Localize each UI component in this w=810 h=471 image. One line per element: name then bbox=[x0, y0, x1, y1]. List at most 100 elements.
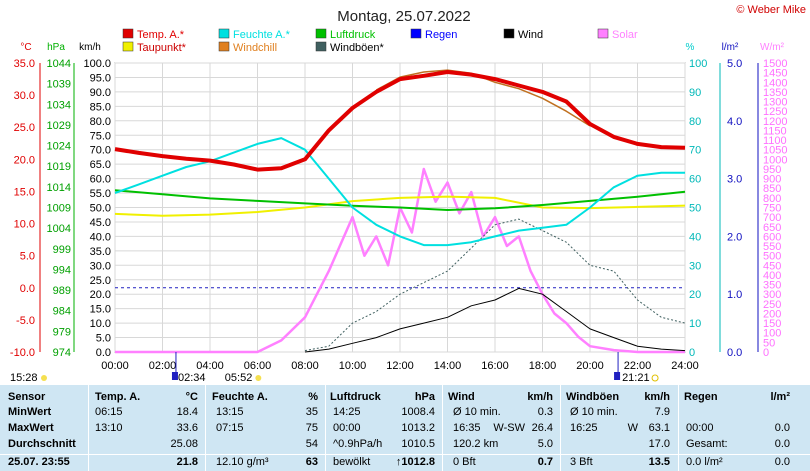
tick-label-wind_kmh: 45.0 bbox=[90, 217, 111, 229]
tick-label-solar_wm2: 200 bbox=[763, 308, 781, 320]
tick-label-solar_wm2: 1050 bbox=[763, 145, 787, 157]
stats-pressure-value: ↑1012.8 bbox=[395, 456, 435, 468]
tick-label-humidity_pct: 50 bbox=[689, 203, 701, 215]
stats-column-separator bbox=[205, 385, 206, 471]
tick-label-humidity_pct: 80 bbox=[689, 116, 701, 128]
stats-wind-value: 0.7 bbox=[537, 456, 553, 468]
tick-label-solar_wm2: 250 bbox=[763, 299, 781, 311]
x-tick-label: 24:00 bbox=[671, 360, 699, 372]
stats-pressure-time: ^0.9hPa/h bbox=[333, 438, 383, 450]
tick-label-pressure_hpa: 1029 bbox=[47, 120, 71, 132]
tick-label-wind_kmh: 25.0 bbox=[90, 275, 111, 287]
tick-label-solar_wm2: 100 bbox=[763, 328, 781, 340]
tick-label-pressure_hpa: 979 bbox=[53, 326, 71, 338]
stats-wind-value: 26.4 bbox=[531, 422, 553, 434]
tick-label-pressure_hpa: 1044 bbox=[47, 58, 71, 70]
stats-pressure-value: 1008.4 bbox=[401, 406, 435, 418]
x-tick-label: 16:00 bbox=[481, 360, 509, 372]
stats-rain-value: 0.0 bbox=[774, 422, 790, 434]
series-line bbox=[304, 218, 686, 352]
tick-label-rain_lm2: 0.0 bbox=[727, 347, 742, 359]
stats-header-temp-unit: °C bbox=[185, 391, 198, 403]
axis-unit-temp_c: °C bbox=[20, 42, 31, 53]
stats-header-wind-unit: km/h bbox=[527, 391, 553, 403]
tick-label-wind_kmh: 60.0 bbox=[90, 174, 111, 186]
stats-row-label: MinWert bbox=[8, 406, 52, 418]
tick-label-humidity_pct: 70 bbox=[689, 145, 701, 157]
x-tick-label: 10:00 bbox=[339, 360, 367, 372]
sunrise-time: 05:52 bbox=[225, 372, 253, 384]
sun-moon-times: 15:28 02:34 05:52 21:21 bbox=[10, 352, 659, 384]
stats-wind-info: 120.2 km bbox=[453, 438, 499, 450]
tick-label-pressure_hpa: 994 bbox=[53, 264, 71, 276]
legend-label: Solar bbox=[612, 29, 638, 41]
series-line bbox=[304, 287, 686, 353]
legend-label: Wind bbox=[518, 29, 543, 41]
tick-label-temp_c: 10.0 bbox=[14, 219, 35, 231]
tick-label-pressure_hpa: 989 bbox=[53, 285, 71, 297]
stats-header-sensor: Sensor bbox=[8, 391, 46, 403]
sun-icon bbox=[41, 375, 47, 381]
tick-label-humidity_pct: 0 bbox=[689, 347, 695, 359]
legend-swatch bbox=[218, 41, 230, 52]
stats-temp-value: 18.4 bbox=[176, 406, 198, 418]
stats-column-separator bbox=[678, 385, 679, 471]
tick-label-solar_wm2: 800 bbox=[763, 193, 781, 205]
stats-gust-value: 7.9 bbox=[654, 406, 670, 418]
tick-label-pressure_hpa: 1034 bbox=[47, 99, 71, 111]
stats-temp-value: 21.8 bbox=[176, 456, 198, 468]
stats-header-pressure: Luftdruck bbox=[330, 391, 381, 403]
tick-label-solar_wm2: 350 bbox=[763, 280, 781, 292]
tick-label-temp_c: 25.0 bbox=[14, 122, 35, 134]
axis-unit-pressure_hpa: hPa bbox=[47, 42, 65, 53]
stats-humidity-time: 13:15 bbox=[216, 406, 244, 418]
tick-label-rain_lm2: 3.0 bbox=[727, 174, 742, 186]
stats-gust-direction: W bbox=[627, 422, 638, 434]
stats-wind-info: Ø 10 min. bbox=[453, 406, 501, 418]
stats-column-separator bbox=[325, 385, 326, 471]
tick-label-solar_wm2: 700 bbox=[763, 212, 781, 224]
stats-temp-value: 25.08 bbox=[170, 438, 198, 450]
stats-gust-info: 3 Bft bbox=[570, 456, 593, 468]
tick-label-solar_wm2: 1400 bbox=[763, 77, 787, 89]
sunset-icon bbox=[651, 374, 659, 382]
stats-gust-value: 13.5 bbox=[648, 456, 670, 468]
tick-label-solar_wm2: 1100 bbox=[763, 135, 787, 147]
tick-label-rain_lm2: 2.0 bbox=[727, 231, 742, 243]
legend-label: Luftdruck bbox=[330, 29, 376, 41]
tick-label-solar_wm2: 1200 bbox=[763, 116, 787, 128]
legend-swatch bbox=[218, 28, 230, 39]
tick-label-humidity_pct: 60 bbox=[689, 174, 701, 186]
tick-label-solar_wm2: 1300 bbox=[763, 97, 787, 109]
tick-label-solar_wm2: 750 bbox=[763, 203, 781, 215]
legend-swatch bbox=[410, 28, 422, 39]
moonset-time: 02:34 bbox=[178, 372, 206, 384]
stats-temp-time: 06:15 bbox=[95, 406, 123, 418]
axis-unit-rain_lm2: l/m² bbox=[722, 42, 739, 53]
stats-pressure-value: 1010.5 bbox=[401, 438, 435, 450]
tick-label-solar_wm2: 650 bbox=[763, 222, 781, 234]
stats-gust-value: 17.0 bbox=[648, 438, 670, 450]
stats-rain-value: 0.0 bbox=[774, 456, 790, 468]
tick-label-wind_kmh: 70.0 bbox=[90, 145, 111, 157]
tick-label-pressure_hpa: 999 bbox=[53, 244, 71, 256]
tick-label-wind_kmh: 75.0 bbox=[90, 130, 111, 142]
tick-label-wind_kmh: 15.0 bbox=[90, 304, 111, 316]
tick-label-wind_kmh: 0.0 bbox=[96, 347, 111, 359]
chart-series bbox=[114, 69, 686, 354]
tick-label-pressure_hpa: 1009 bbox=[47, 203, 71, 215]
legend-swatch bbox=[597, 28, 609, 39]
tick-label-pressure_hpa: 1024 bbox=[47, 141, 71, 153]
legend-label: Regen bbox=[425, 29, 457, 41]
legend-label: Windchill bbox=[233, 42, 277, 54]
tick-label-pressure_hpa: 1039 bbox=[47, 79, 71, 91]
tick-label-solar_wm2: 950 bbox=[763, 164, 781, 176]
tick-label-rain_lm2: 5.0 bbox=[727, 58, 742, 70]
stats-row-label: Durchschnitt bbox=[8, 438, 76, 450]
tick-label-rain_lm2: 4.0 bbox=[727, 116, 742, 128]
stats-wind-direction bbox=[480, 455, 525, 470]
stats-temp-value: 33.6 bbox=[176, 422, 198, 434]
tick-label-solar_wm2: 850 bbox=[763, 183, 781, 195]
tick-label-temp_c: -5.0 bbox=[16, 315, 35, 327]
tick-label-wind_kmh: 65.0 bbox=[90, 159, 111, 171]
